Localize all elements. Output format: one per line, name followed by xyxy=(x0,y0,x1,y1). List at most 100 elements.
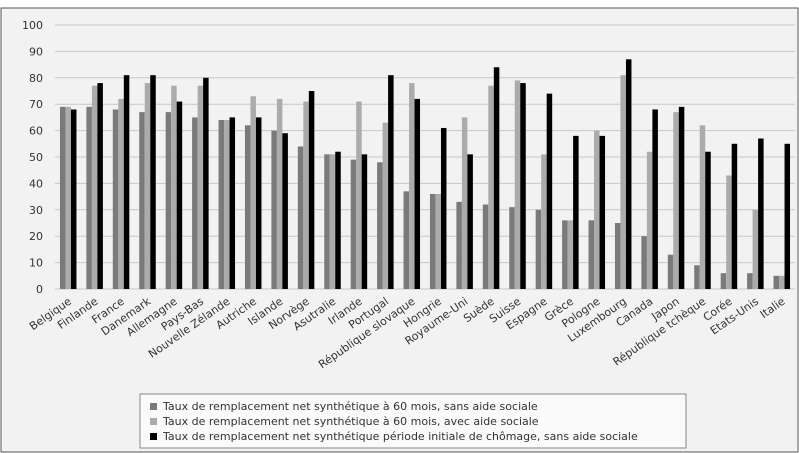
bar xyxy=(562,220,568,289)
legend-label: Taux de remplacement net synthétique à 6… xyxy=(162,415,539,428)
bar xyxy=(414,98,421,289)
bar xyxy=(720,273,727,289)
y-tick-label: 60 xyxy=(29,125,43,138)
bar xyxy=(435,193,441,289)
bar xyxy=(514,80,521,289)
bar xyxy=(726,175,732,289)
bar xyxy=(467,154,473,289)
bar xyxy=(541,154,547,289)
bar xyxy=(440,127,447,290)
bar xyxy=(197,85,204,289)
bar xyxy=(694,265,700,289)
bar xyxy=(705,151,711,289)
legend-label: Taux de remplacement net synthétique pér… xyxy=(162,430,638,443)
bar xyxy=(382,122,389,290)
bar xyxy=(297,146,304,289)
bar xyxy=(361,154,368,289)
bar xyxy=(176,101,183,289)
bar xyxy=(667,254,674,289)
y-tick-label: 80 xyxy=(29,72,43,85)
bar xyxy=(139,112,145,290)
bar xyxy=(493,67,500,290)
y-tick-label: 30 xyxy=(29,204,43,217)
bar xyxy=(594,130,600,289)
bar xyxy=(546,93,553,289)
bar xyxy=(218,120,225,289)
bar xyxy=(673,112,679,290)
bar xyxy=(377,162,383,289)
bar xyxy=(308,91,315,289)
bar xyxy=(171,85,177,289)
bar xyxy=(192,117,198,290)
bar xyxy=(482,204,489,289)
legend-swatch xyxy=(150,433,157,440)
bar xyxy=(250,96,256,289)
bar xyxy=(773,275,780,289)
bar xyxy=(350,159,357,289)
bar xyxy=(731,143,738,289)
bar xyxy=(244,125,251,289)
bar xyxy=(203,77,209,289)
bar xyxy=(112,109,119,289)
bar xyxy=(429,193,436,289)
legend-swatch xyxy=(150,418,157,425)
bar xyxy=(282,133,288,289)
y-tick-label: 0 xyxy=(36,283,43,296)
bar xyxy=(271,130,277,289)
bar xyxy=(303,101,309,289)
y-tick-label: 100 xyxy=(22,19,43,32)
legend-swatch xyxy=(150,403,157,410)
bar xyxy=(456,201,462,289)
bar xyxy=(488,85,494,289)
bar xyxy=(641,236,647,289)
bar xyxy=(388,75,394,289)
bar xyxy=(255,117,262,290)
bar xyxy=(335,151,341,289)
bar xyxy=(784,143,791,289)
bar xyxy=(65,106,71,289)
bar xyxy=(324,154,330,289)
bar xyxy=(97,83,103,289)
legend-box xyxy=(139,393,687,449)
bar xyxy=(520,83,526,289)
bar xyxy=(646,151,653,289)
y-tick-label: 20 xyxy=(29,230,43,243)
bar xyxy=(118,98,124,289)
bar xyxy=(620,75,626,289)
y-tick-label: 70 xyxy=(29,98,43,111)
y-tick-label: 50 xyxy=(29,151,43,164)
bar xyxy=(699,125,706,289)
bar xyxy=(535,209,542,289)
bar xyxy=(652,109,658,289)
bar xyxy=(747,273,753,289)
bar xyxy=(588,220,595,289)
bar xyxy=(758,138,764,289)
chart-frame xyxy=(0,7,799,453)
y-tick-label: 40 xyxy=(29,177,43,190)
bar xyxy=(91,85,98,289)
bar xyxy=(165,112,172,290)
bar xyxy=(403,191,410,289)
bar xyxy=(573,135,579,289)
bar xyxy=(229,117,236,290)
bar xyxy=(86,106,92,289)
bar xyxy=(150,75,156,289)
bar xyxy=(276,98,283,289)
legend-label: Taux de remplacement net synthétique à 6… xyxy=(162,400,538,413)
bar xyxy=(625,59,632,289)
bar xyxy=(779,275,785,289)
bar xyxy=(599,135,606,289)
bar xyxy=(70,109,77,289)
bar xyxy=(752,209,759,289)
y-tick-label: 10 xyxy=(29,257,43,270)
bar xyxy=(614,223,621,289)
bar xyxy=(329,154,336,289)
bar xyxy=(409,83,415,289)
bar xyxy=(567,220,574,289)
bar xyxy=(224,120,230,289)
y-tick-label: 90 xyxy=(29,45,43,58)
bar xyxy=(461,117,468,290)
bar xyxy=(678,106,685,289)
bar xyxy=(144,83,151,289)
